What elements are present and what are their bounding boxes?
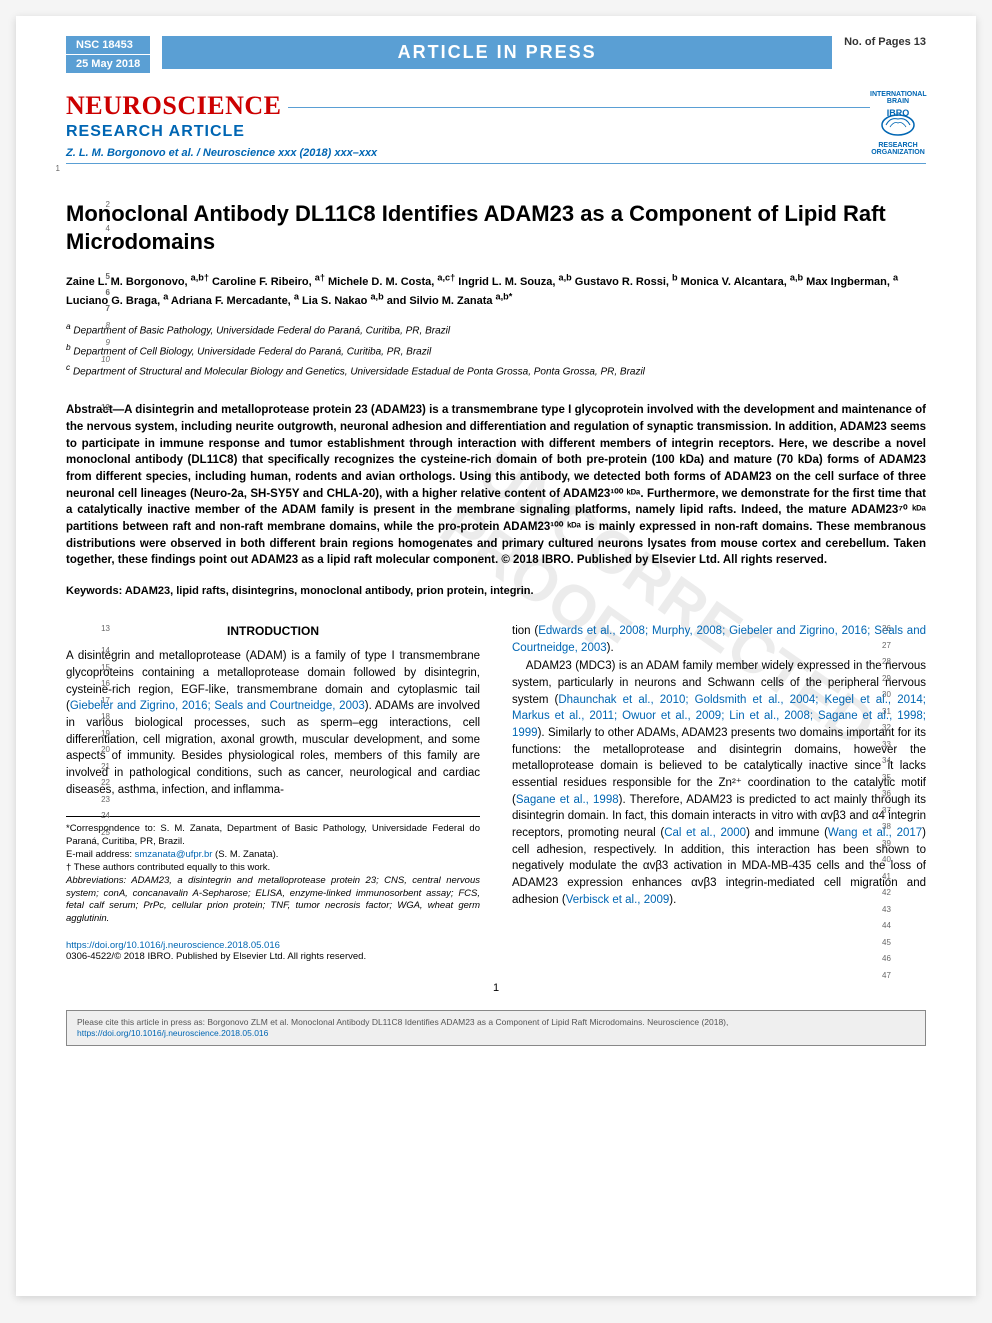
article-in-press: ARTICLE IN PRESS <box>162 36 832 69</box>
line-number: 12 <box>94 402 110 414</box>
line-number: 31 <box>882 706 898 718</box>
line-number: 13 <box>94 623 110 635</box>
line-number: 14 <box>94 645 110 657</box>
intro-paragraph-left: A disintegrin and metalloprotease (ADAM)… <box>66 648 480 798</box>
intro-paragraph-right-2: ADAM23 (MDC3) is an ADAM family member w… <box>512 658 926 908</box>
line-number: 47 <box>882 970 898 982</box>
abbreviations: Abbreviations: ADAM23, a disintegrin and… <box>66 875 480 926</box>
authors: 5 6 7 Zaine L. M. Borgonovo, a,b† Caroli… <box>66 271 926 309</box>
line-number: 5 <box>94 271 110 283</box>
line-number: 42 <box>882 887 898 899</box>
line-number: 32 <box>882 722 898 734</box>
line-number: 17 <box>94 695 110 707</box>
line-number: 15 <box>94 662 110 674</box>
line-number: 1 <box>44 164 60 173</box>
affiliation-a: a Department of Basic Pathology, Univers… <box>66 319 926 339</box>
line-number: 38 <box>882 821 898 833</box>
line-number: 19 <box>94 728 110 740</box>
citation-link[interactable]: https://doi.org/10.1016/j.neuroscience.2… <box>77 1028 268 1038</box>
line-number: 28 <box>882 656 898 668</box>
nsc-badge: NSC 18453 <box>66 36 150 54</box>
line-number: 36 <box>882 788 898 800</box>
line-number: 7 <box>94 303 110 315</box>
line-number: 44 <box>882 920 898 932</box>
date-badge: 25 May 2018 <box>66 55 150 73</box>
brain-icon: IBRO <box>878 107 918 137</box>
line-number: 8 <box>94 319 110 333</box>
section-heading: INTRODUCTION <box>66 623 480 640</box>
line-number: 35 <box>882 772 898 784</box>
line-number: 46 <box>882 953 898 965</box>
line-number: 45 <box>882 937 898 949</box>
keywords: Keywords: ADAM23, lipid rafts, disintegr… <box>66 585 926 597</box>
line-number: 16 <box>94 678 110 690</box>
line-number: 27 <box>882 640 898 652</box>
article-title: Monoclonal Antibody DL11C8 Identifies AD… <box>66 200 926 255</box>
line-number: 23 <box>94 794 110 806</box>
logo-bottom-text: RESEARCH ORGANIZATION <box>870 142 926 156</box>
line-number: 30 <box>882 689 898 701</box>
line-number: 21 <box>94 761 110 773</box>
correspondence: *Correspondence to: S. M. Zanata, Depart… <box>66 823 480 849</box>
pages-count: No. of Pages 13 <box>844 36 926 48</box>
footnote-block: *Correspondence to: S. M. Zanata, Depart… <box>66 816 480 926</box>
page: UNCORRECTEDPROOF NSC 18453 25 May 2018 A… <box>16 16 976 1296</box>
title-block: 2 4 Monoclonal Antibody DL11C8 Identifie… <box>66 200 926 255</box>
line-number: 9 <box>94 336 110 350</box>
ibro-logo: INTERNATIONAL BRAIN IBRO RESEARCH ORGANI… <box>870 91 926 147</box>
abstract-text: Abstract—A disintegrin and metalloprotea… <box>66 404 926 566</box>
body-columns: 13 INTRODUCTION 14 15 16 17 18 19 20 21 22 23 24 25… <box>66 623 926 926</box>
equal-contribution: † These authors contributed equally to t… <box>66 862 480 875</box>
line-number: 43 <box>882 904 898 916</box>
line-number: 41 <box>882 871 898 883</box>
line-number: 24 <box>94 810 110 822</box>
line-number: 40 <box>882 854 898 866</box>
abstract: 12 Abstract—A disintegrin and metallopro… <box>66 402 926 569</box>
line-number: 25 <box>94 827 110 839</box>
left-column: 13 INTRODUCTION 14 15 16 17 18 19 20 21 22 23 24 25… <box>66 623 480 926</box>
authors-list: Zaine L. M. Borgonovo, a,b† Caroline F. … <box>66 276 898 307</box>
line-number: 22 <box>94 777 110 789</box>
line-number: 26 <box>882 623 898 635</box>
line-number: 6 <box>94 287 110 299</box>
affiliations: 8 9 10 a Department of Basic Pathology, … <box>66 319 926 380</box>
doi-link[interactable]: https://doi.org/10.1016/j.neuroscience.2… <box>66 940 280 951</box>
page-number: 1 <box>66 982 926 994</box>
line-number: 20 <box>94 744 110 756</box>
running-head: Z. L. M. Borgonovo et al. / Neuroscience… <box>66 147 870 159</box>
citation-text: Please cite this article in press as: Bo… <box>77 1017 728 1027</box>
intro-paragraph-right-1: tion (Edwards et al., 2008; Murphy, 2008… <box>512 623 926 656</box>
logo-top-text: INTERNATIONAL BRAIN <box>870 91 926 105</box>
affiliation-b: b Department of Cell Biology, Universida… <box>66 340 926 360</box>
journal-name: NEUROSCIENCE <box>66 91 282 121</box>
citation-box: Please cite this article in press as: Bo… <box>66 1010 926 1046</box>
doi-block: https://doi.org/10.1016/j.neuroscience.2… <box>66 940 926 962</box>
line-number: 33 <box>882 739 898 751</box>
copyright: 0306-4522/© 2018 IBRO. Published by Else… <box>66 951 366 962</box>
email-line: E-mail address: smzanata@ufpr.br (S. M. … <box>66 849 480 862</box>
line-number: 4 <box>94 224 110 233</box>
line-number: 2 <box>94 200 110 209</box>
line-number: 29 <box>882 673 898 685</box>
right-column: 2627282930313233343536373839404142434445… <box>512 623 926 926</box>
line-number: 18 <box>94 711 110 723</box>
article-type: RESEARCH ARTICLE <box>66 123 870 141</box>
line-number: 37 <box>882 805 898 817</box>
line-number: 34 <box>882 755 898 767</box>
header-left: NSC 18453 25 May 2018 <box>66 36 150 73</box>
affiliation-c: c Department of Structural and Molecular… <box>66 360 926 380</box>
svg-text:IBRO: IBRO <box>887 108 910 118</box>
top-header: NSC 18453 25 May 2018 ARTICLE IN PRESS N… <box>66 36 926 73</box>
masthead: NEUROSCIENCE RESEARCH ARTICLE Z. L. M. B… <box>66 91 926 164</box>
line-number: 39 <box>882 838 898 850</box>
line-number: 10 <box>94 353 110 367</box>
email-link[interactable]: smzanata@ufpr.br <box>135 849 213 860</box>
